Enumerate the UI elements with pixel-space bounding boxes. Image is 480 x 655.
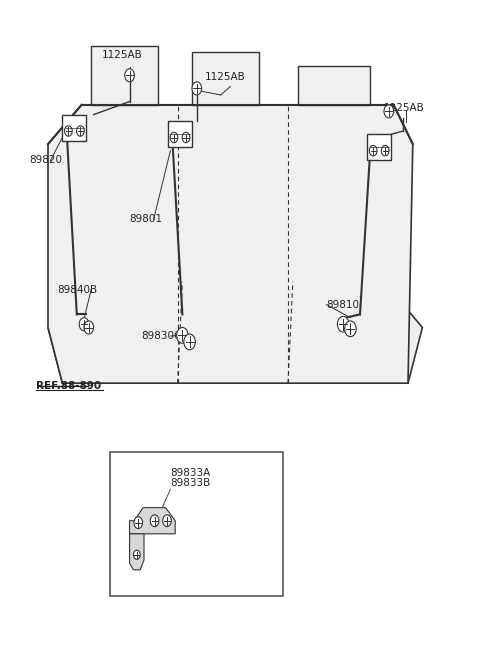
Text: 89810: 89810 [326, 299, 360, 310]
Text: 89840B: 89840B [58, 284, 98, 295]
Circle shape [182, 132, 190, 143]
Circle shape [384, 105, 394, 118]
FancyBboxPatch shape [110, 452, 283, 596]
Polygon shape [91, 46, 158, 105]
Circle shape [133, 550, 140, 559]
Polygon shape [130, 508, 175, 534]
Polygon shape [130, 534, 144, 570]
Circle shape [177, 328, 188, 343]
Circle shape [125, 69, 134, 82]
Text: 89833A: 89833A [170, 468, 211, 478]
Circle shape [77, 126, 84, 136]
Text: 1125AB: 1125AB [384, 103, 425, 113]
Polygon shape [192, 52, 259, 105]
Text: 89833B: 89833B [170, 478, 211, 488]
Text: 89820: 89820 [29, 155, 62, 166]
Text: 89830C: 89830C [142, 331, 182, 341]
Circle shape [170, 132, 178, 143]
Circle shape [134, 517, 143, 529]
Text: REF.88-890: REF.88-890 [36, 381, 101, 392]
Circle shape [381, 145, 389, 156]
Text: 89801: 89801 [130, 214, 163, 225]
Circle shape [337, 316, 349, 332]
Polygon shape [298, 66, 370, 105]
Text: 1125AB: 1125AB [102, 50, 143, 60]
Circle shape [64, 126, 72, 136]
Polygon shape [48, 282, 422, 383]
FancyBboxPatch shape [367, 134, 391, 160]
Circle shape [79, 318, 89, 331]
Text: 1125AB: 1125AB [205, 72, 246, 82]
Circle shape [192, 82, 202, 95]
Circle shape [163, 515, 171, 527]
Circle shape [184, 334, 195, 350]
Circle shape [84, 321, 94, 334]
Circle shape [150, 515, 159, 527]
Circle shape [370, 145, 377, 156]
Circle shape [345, 321, 356, 337]
FancyBboxPatch shape [168, 121, 192, 147]
Polygon shape [48, 105, 413, 383]
FancyBboxPatch shape [62, 115, 86, 141]
